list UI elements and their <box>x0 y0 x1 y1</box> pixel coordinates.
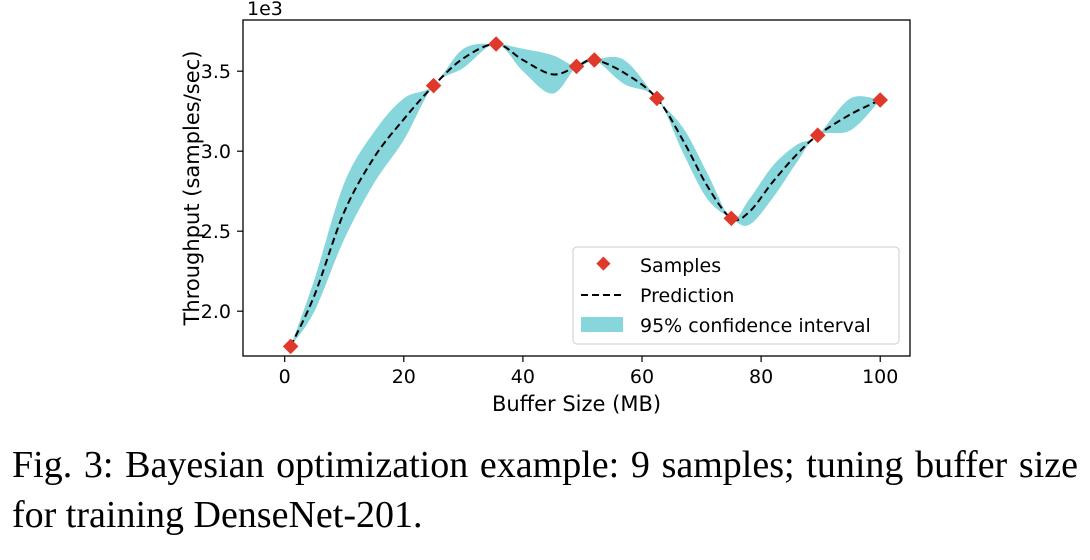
x-tick-label: 20 <box>392 366 416 388</box>
y-axis-label: Throughput (samples/sec) <box>180 51 204 327</box>
legend-interval-swatch <box>581 317 623 332</box>
figure-caption: Fig. 3: Bayesian optimization example: 9… <box>12 444 1078 536</box>
y-tick-label: 2.0 <box>201 301 231 323</box>
legend: Samples Prediction 95% confidence interv… <box>572 246 900 345</box>
y-tick-label: 3.0 <box>201 141 231 163</box>
x-tick-label: 40 <box>511 366 535 388</box>
sample-marker <box>809 127 826 143</box>
legend-box <box>572 246 900 345</box>
y-tick-label: 2.5 <box>201 221 231 243</box>
legend-samples-label: Samples <box>640 255 721 277</box>
x-axis-ticks: 0 20 40 60 80 100 <box>279 356 898 388</box>
legend-sample-marker <box>596 256 611 271</box>
legend-interval-label: 95% confidence interval <box>640 315 871 337</box>
legend-prediction-label: Prediction <box>640 285 734 307</box>
x-axis-label: Buffer Size (MB) <box>492 392 661 416</box>
axes-frame <box>242 19 911 357</box>
chart: 0 20 40 60 80 100 2.0 2.5 3.0 3.5 1e3 Buffer Siz… <box>180 0 911 416</box>
sample-marker <box>723 210 740 227</box>
y-axis-scale-label: 1e3 <box>247 0 283 20</box>
x-tick-label: 80 <box>749 366 773 388</box>
x-tick-label: 0 <box>279 366 291 388</box>
sample-marker <box>586 52 603 68</box>
y-axis-ticks: 2.0 2.5 3.0 3.5 <box>201 61 243 323</box>
x-tick-label: 60 <box>630 366 654 388</box>
confidence-interval-band <box>290 43 881 347</box>
plot-area <box>282 36 889 355</box>
sample-marker <box>488 36 504 52</box>
x-tick-label: 100 <box>862 366 898 388</box>
y-tick-label: 3.5 <box>201 61 231 83</box>
sample-marker <box>282 338 299 355</box>
